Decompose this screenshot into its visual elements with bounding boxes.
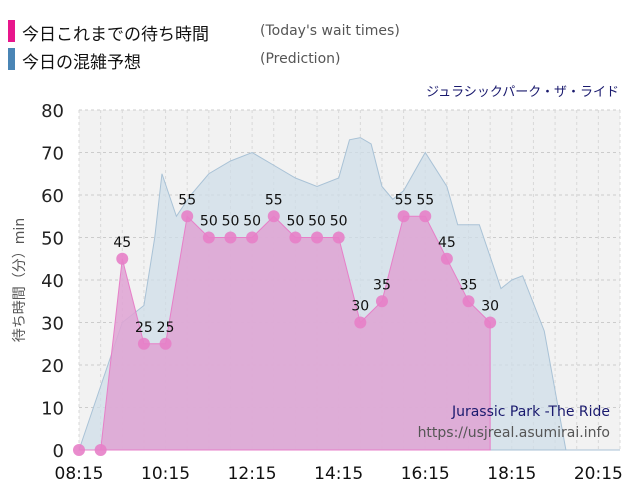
today-point (73, 444, 85, 456)
today-data-label: 45 (113, 235, 131, 251)
x-tick-label: 12:15 (228, 464, 277, 484)
legend-prediction-label: 今日の混雑予想 (22, 53, 141, 73)
x-tick-label: 16:15 (401, 464, 450, 484)
today-point (224, 231, 237, 244)
today-point (116, 252, 129, 265)
y-tick-label: 60 (41, 186, 64, 207)
today-data-label: 50 (330, 214, 348, 230)
today-point (289, 231, 302, 244)
today-point (484, 316, 497, 329)
today-data-label: 50 (308, 214, 326, 230)
today-points (73, 210, 497, 456)
today-data-label: 25 (135, 320, 153, 336)
x-tick-labels: 08:15 10:15 12:15 14:15 16:15 18:15 20:15 (55, 464, 623, 484)
today-point (246, 231, 259, 244)
today-data-label: 50 (200, 214, 218, 230)
annotation-url: https://usjreal.asumirai.info (418, 425, 610, 441)
x-tick-label: 08:15 (55, 464, 104, 484)
today-point (159, 337, 172, 350)
today-data-label: 55 (416, 192, 434, 208)
y-tick-label: 20 (41, 356, 64, 377)
today-point (375, 295, 388, 308)
x-tick-label: 18:15 (487, 464, 536, 484)
legend-prediction-sublabel: (Prediction) (260, 51, 341, 67)
today-data-label: 55 (265, 192, 283, 208)
today-data-label: 50 (243, 214, 261, 230)
y-axis-label: 待ち時間（分）min (12, 218, 28, 342)
today-point (181, 210, 194, 223)
today-data-label: 35 (373, 277, 391, 293)
today-data-label: 50 (286, 214, 304, 230)
today-point (332, 231, 345, 244)
today-point (202, 231, 215, 244)
today-point (462, 295, 475, 308)
today-point (311, 231, 324, 244)
today-point (354, 316, 367, 329)
y-tick-labels: 0 10 20 30 40 50 60 70 80 (41, 101, 64, 462)
today-data-label: 25 (157, 320, 175, 336)
today-point (267, 210, 280, 223)
y-tick-label: 10 (41, 399, 64, 420)
y-tick-label: 50 (41, 229, 64, 250)
x-tick-label: 14:15 (314, 464, 363, 484)
y-tick-label: 0 (53, 441, 64, 462)
today-data-label: 50 (222, 214, 240, 230)
x-tick-label: 20:15 (574, 464, 623, 484)
today-point (137, 337, 150, 350)
today-data-label: 30 (481, 299, 499, 315)
today-point (94, 444, 107, 456)
today-data-label: 55 (395, 192, 413, 208)
annotation-ride-name: Jurassic Park -The Ride (451, 404, 610, 420)
today-swatch (8, 20, 15, 42)
today-data-label: 55 (178, 192, 196, 208)
today-data-label: 30 (351, 299, 369, 315)
legend-today-label: 今日これまでの待ち時間 (22, 25, 209, 45)
today-area (79, 215, 491, 451)
legend-today-sublabel: (Today's wait times) (260, 23, 400, 39)
y-tick-label: 30 (41, 314, 64, 335)
x-tick-label: 10:15 (141, 464, 190, 484)
chart-title: ジュラシックパーク・ザ・ライド (426, 85, 619, 100)
y-tick-label: 40 (41, 271, 64, 292)
today-point (440, 252, 453, 265)
today-data-label: 45 (438, 235, 456, 251)
today-data-label: 35 (460, 277, 478, 293)
y-tick-label: 70 (41, 144, 64, 165)
today-point (419, 210, 432, 223)
prediction-swatch (8, 48, 15, 70)
y-tick-label: 80 (41, 101, 64, 122)
today-point (397, 210, 410, 223)
